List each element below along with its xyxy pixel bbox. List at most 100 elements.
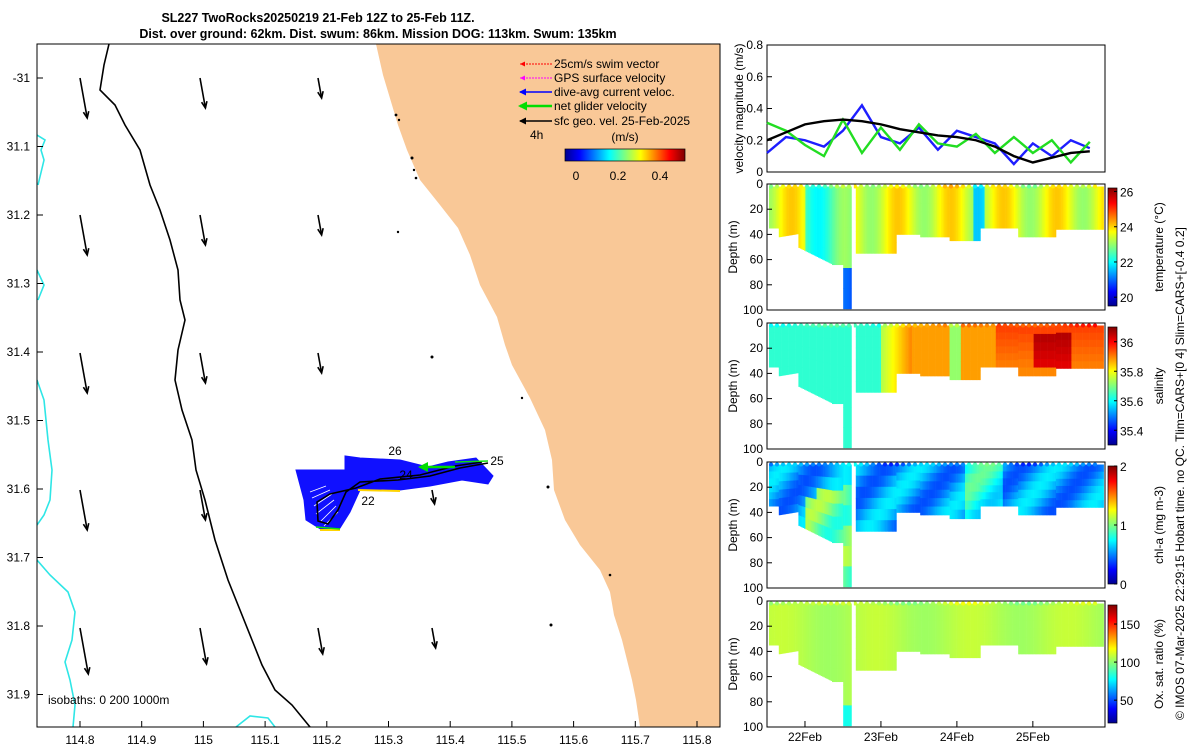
section-cell [900,210,903,219]
section-cell [1044,481,1047,491]
section-cell [813,348,816,361]
section-cell [823,640,826,653]
section-cell [806,186,809,198]
section-cell [1035,489,1037,499]
section-cell [967,500,970,511]
section-cell [1092,332,1095,341]
section-cell [850,268,852,289]
section-cell [935,506,938,516]
section-cell [903,349,906,358]
section-cell [812,475,815,488]
section-cell [1016,207,1019,215]
section-cell [791,202,794,212]
section-cell [797,464,799,473]
section-cell [890,242,893,254]
section-cell [952,222,955,233]
section-cell [1085,325,1088,334]
section-cell [935,228,938,238]
section-cell [956,222,959,233]
surface-sample-dot [1057,323,1061,328]
section-cell [826,362,829,376]
section-cell [827,224,830,238]
section-cell [819,246,822,259]
section-cell [812,509,815,522]
section-cell [1072,339,1075,348]
colorbar-tick-label: 24 [1120,221,1134,235]
section-cell [977,195,980,205]
velocity-ytick-label: 0.8 [746,38,763,52]
section-cell [1051,228,1054,238]
section-cell [1051,186,1054,196]
section-cell [991,332,994,340]
section-cell [778,611,781,621]
section-cell [811,625,813,638]
section-cell [1007,193,1009,201]
section-cell [872,486,875,499]
section-cell [848,186,851,208]
section-cell [844,546,847,567]
section-cell [805,229,808,241]
section-cell [1095,500,1097,508]
section-cell [1102,193,1104,202]
section-cell [778,186,781,196]
section-cell [839,390,841,405]
section-cell [1022,211,1025,221]
section-cell [897,504,900,513]
depth-tick-label: 40 [750,227,764,241]
section-cell [874,381,876,393]
section-cell [1044,350,1047,360]
geo-arrow-head [318,646,326,657]
section-cell [892,219,894,232]
section-cell [959,482,962,493]
section-cell [932,367,935,377]
section-cell [882,219,885,232]
section-cell [995,221,998,229]
section-cell [1026,359,1029,368]
section-cell [983,193,985,201]
section-cell [874,347,876,360]
section-cell [914,333,917,342]
section-cell [1060,325,1062,334]
section-cell [1039,325,1041,335]
section-cell [991,485,994,493]
section-cell [843,603,845,625]
section-cell [1078,471,1081,480]
section-cell [888,242,890,254]
figure-title-line1: SL227 TwoRocks20250219 21-Feb 12Z to 25-… [161,11,474,25]
section-cell [1004,214,1006,222]
section-cell [1021,367,1023,377]
section-cell [888,325,890,338]
section-cell [1022,367,1025,377]
section-cell [874,231,876,243]
section-cell [910,480,913,489]
section-cell [823,235,826,249]
section-cell [1070,215,1072,223]
surface-sample-dot [1093,184,1097,189]
section-cell [927,506,929,516]
section-cell [958,343,960,354]
section-cell [1051,203,1054,213]
surface-sample-dot [1045,184,1049,189]
section-cell [1075,354,1078,362]
section-cell [1011,499,1013,507]
section-cell [825,236,827,249]
section-cell [939,481,942,491]
section-cell [1009,325,1012,333]
section-cell [1050,333,1053,343]
section-cell [787,472,789,482]
section-cell [1093,361,1096,369]
section-cell [986,207,988,215]
section-cell [1004,485,1006,493]
section-cell [799,237,802,249]
depth-tick-label: 80 [750,556,764,570]
section-cell [774,631,777,639]
geo-arrow-shaft [79,489,88,531]
section-cell [981,478,984,486]
section-cell [882,358,885,371]
section-cell [892,242,894,254]
section-cell [868,208,871,221]
section-cell [818,603,820,616]
section-cell [980,214,983,222]
section-cell [1019,506,1022,516]
section-cell [1043,186,1046,196]
